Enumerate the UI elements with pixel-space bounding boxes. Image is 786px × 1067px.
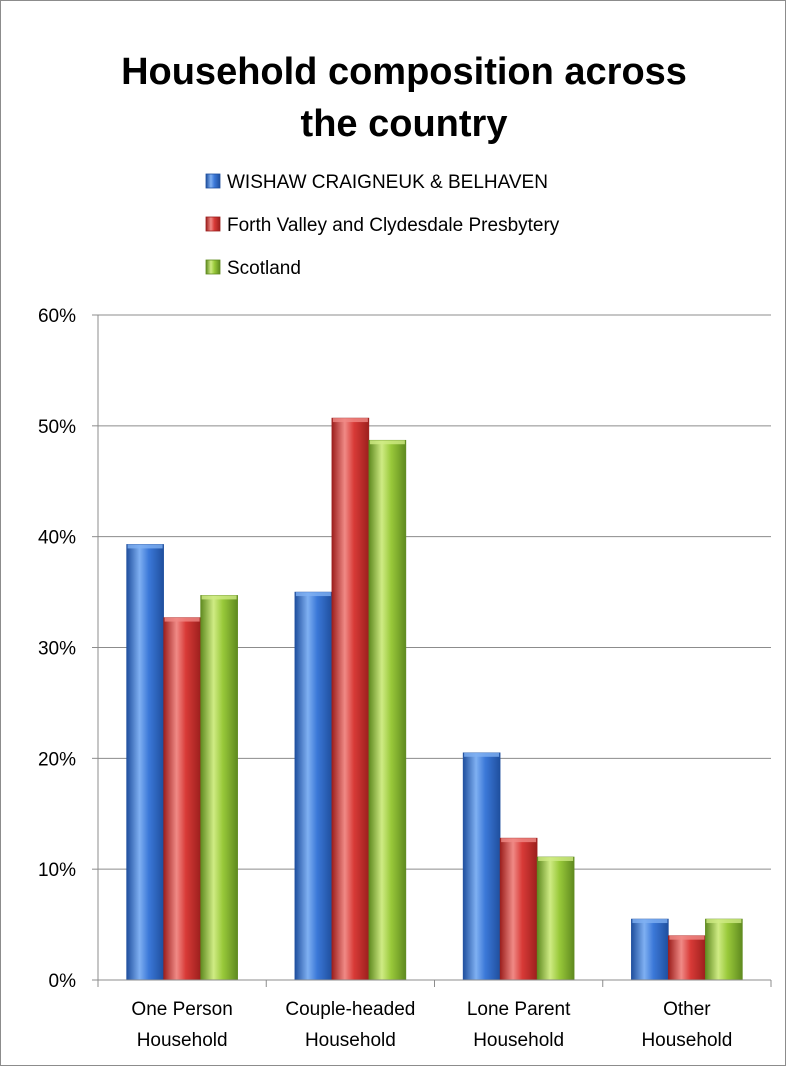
x-category-labels: One Person Household Couple-headed Househol… [131,999,732,1051]
x-category-label: Household [137,1030,228,1051]
y-tick-label: 50% [38,417,76,438]
bar-2-cat-1 [163,617,201,981]
chart-title: Household composition across the country [121,51,687,145]
bar-1-cat-3 [462,752,501,981]
y-tick-label: 10% [38,860,76,881]
bar-highlight [632,919,668,924]
chart-legend: WISHAW CRAIGNEUK & BELHAVEN Forth Valley … [205,172,560,279]
bar-2-cat-4 [668,935,706,981]
bar-1-cat-1 [126,544,164,981]
bar-highlight [464,752,500,757]
y-tick-label: 30% [38,639,76,660]
bar-3-cat-1 [200,595,238,981]
bar-1-cat-4 [631,918,669,981]
bar-highlight [201,595,237,600]
y-tick-label: 0% [49,971,77,992]
bar-highlight [332,418,368,423]
y-tick-label: 20% [38,749,76,770]
bar-2-cat-2 [331,417,370,981]
x-category-label: Household [305,1030,396,1051]
x-category-label: Couple-headed [285,999,415,1020]
bar-highlight [127,544,163,549]
x-category-label: Household [641,1030,732,1051]
chart-title-line-1: Household composition across [121,51,687,93]
bar-highlight [369,440,405,445]
legend-label-1: WISHAW CRAIGNEUK & BELHAVEN [227,172,548,193]
legend-label-2: Forth Valley and Clydesdale Presbytery [227,215,560,236]
bar-highlight [706,919,742,924]
bar-highlight [538,856,574,861]
legend-swatch-2 [205,216,221,232]
y-tick-labels: 0% 10% 20% 30% 40% 50% 60% [38,306,76,992]
bar-2-cat-3 [499,837,538,981]
bar-highlight [501,838,537,843]
y-tick-label: 60% [38,306,76,327]
y-tick-label: 40% [38,528,76,549]
bar-highlight [669,935,705,940]
x-category-label: Lone Parent [467,999,571,1020]
legend-swatch-3 [205,259,221,275]
legend-swatch-1 [205,173,221,189]
x-category-label: Other [663,999,711,1020]
bar-3-cat-2 [368,439,407,981]
bar-1-cat-2 [294,591,333,981]
x-category-label: Household [473,1030,564,1051]
bars [126,417,743,981]
axes [97,315,772,987]
bar-3-cat-4 [705,918,743,981]
legend-label-3: Scotland [227,258,301,279]
chart-title-line-2: the country [301,103,508,145]
bar-highlight [164,617,200,622]
bar-highlight [295,592,331,597]
bar-3-cat-3 [536,856,575,981]
x-category-label: One Person [131,999,232,1020]
